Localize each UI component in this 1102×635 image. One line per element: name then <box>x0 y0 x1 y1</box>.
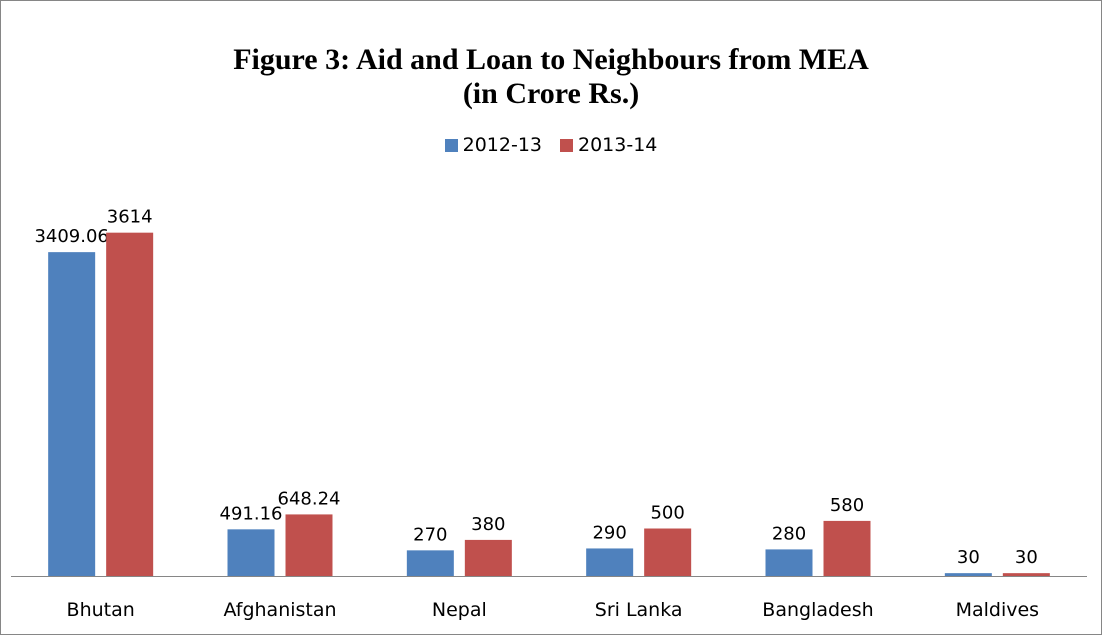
bar-bangladesh-2013-14 <box>823 520 871 576</box>
x-tick-label-bangladesh: Bangladesh <box>762 599 873 621</box>
chart-title: Figure 3: Aid and Loan to Neighbours fro… <box>1 43 1101 111</box>
chart-title-line-2: (in Crore Rs.) <box>462 77 640 110</box>
bar-nepal-2013-14 <box>464 539 512 576</box>
legend-item-2012-13: 2012-13 <box>444 134 542 156</box>
x-tick-label-bhutan: Bhutan <box>67 599 135 621</box>
bar-bhutan-2012-13 <box>48 252 96 577</box>
data-label-nepal-2012-13: 270 <box>413 524 447 545</box>
data-label-sri-lanka-2013-14: 500 <box>650 503 684 524</box>
x-tick-label-maldives: Maldives <box>956 599 1040 621</box>
data-label-maldives-2012-13: 30 <box>957 547 980 568</box>
bar-sri-lanka-2012-13 <box>586 548 634 576</box>
x-tick-label-sri-lanka: Sri Lanka <box>595 599 683 621</box>
x-tick-label-nepal: Nepal <box>432 599 487 621</box>
bar-bangladesh-2012-13 <box>765 549 813 576</box>
data-label-sri-lanka-2012-13: 290 <box>592 522 626 543</box>
bar-maldives-2012-13 <box>944 573 992 576</box>
legend-item-2013-14: 2013-14 <box>560 134 657 156</box>
legend-label-2012-13: 2012-13 <box>462 134 542 156</box>
bar-sri-lanka-2013-14 <box>644 528 692 576</box>
chart-title-line-1: Figure 3: Aid and Loan to Neighbours fro… <box>233 43 869 76</box>
data-label-bangladesh-2012-13: 280 <box>772 523 806 544</box>
bar-afghanistan-2013-14 <box>285 514 333 576</box>
data-label-maldives-2013-14: 30 <box>1015 547 1038 568</box>
legend-swatch-2013-14 <box>560 138 573 152</box>
bar-nepal-2012-13 <box>406 550 454 576</box>
data-label-afghanistan-2012-13: 491.16 <box>220 503 283 524</box>
legend-swatch-2012-13 <box>444 138 458 152</box>
bar-afghanistan-2012-13 <box>227 529 275 576</box>
chart-legend: 2012-13 2013-14 <box>1 133 1101 157</box>
data-label-bangladesh-2013-14: 580 <box>830 495 864 516</box>
data-label-bhutan-2012-13: 3409.06 <box>34 226 108 247</box>
data-label-bhutan-2013-14: 3614 <box>107 207 153 228</box>
legend-label-2013-14: 2013-14 <box>578 134 658 156</box>
data-label-afghanistan-2013-14: 648.24 <box>278 488 341 509</box>
x-tick-label-afghanistan: Afghanistan <box>223 599 336 621</box>
data-label-nepal-2013-14: 380 <box>471 514 505 535</box>
bar-bhutan-2013-14 <box>106 232 154 577</box>
bar-maldives-2013-14 <box>1002 573 1050 576</box>
